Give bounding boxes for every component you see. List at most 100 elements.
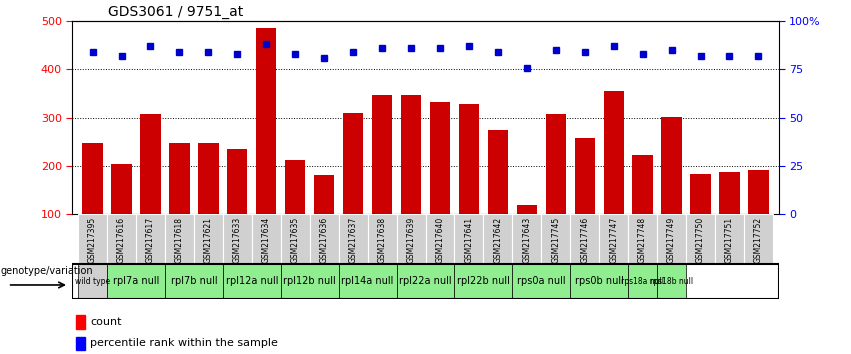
Bar bbox=[165, 264, 223, 299]
Text: GSM217747: GSM217747 bbox=[609, 217, 618, 263]
Text: GSM217749: GSM217749 bbox=[667, 217, 676, 263]
Text: GSM217751: GSM217751 bbox=[725, 217, 734, 263]
Bar bbox=[107, 264, 165, 299]
Text: rps18b null: rps18b null bbox=[650, 277, 693, 286]
Bar bbox=[517, 205, 537, 214]
Text: GDS3061 / 9751_at: GDS3061 / 9751_at bbox=[107, 5, 243, 19]
Text: wild type: wild type bbox=[75, 277, 110, 286]
Bar bbox=[430, 102, 450, 214]
Text: GSM217643: GSM217643 bbox=[523, 217, 531, 263]
Text: GSM217634: GSM217634 bbox=[262, 217, 271, 263]
Text: rpl14a null: rpl14a null bbox=[341, 276, 394, 286]
Bar bbox=[570, 264, 628, 299]
Text: GSM217638: GSM217638 bbox=[378, 217, 386, 263]
Bar bbox=[78, 214, 107, 264]
Bar bbox=[223, 214, 252, 264]
Bar bbox=[661, 117, 682, 214]
Text: GSM217641: GSM217641 bbox=[465, 217, 473, 263]
Text: GSM217618: GSM217618 bbox=[175, 217, 184, 263]
Bar bbox=[140, 114, 161, 214]
Bar bbox=[715, 214, 744, 264]
Bar bbox=[748, 170, 768, 214]
Text: rpl7b null: rpl7b null bbox=[170, 276, 217, 286]
Text: GSM217745: GSM217745 bbox=[551, 217, 560, 263]
Bar bbox=[628, 264, 657, 299]
Bar bbox=[545, 114, 566, 214]
Text: rpl7a null: rpl7a null bbox=[113, 276, 159, 286]
Bar bbox=[372, 95, 392, 214]
Bar bbox=[744, 214, 773, 264]
Text: rpl12b null: rpl12b null bbox=[283, 276, 336, 286]
Text: GSM217746: GSM217746 bbox=[580, 217, 589, 263]
Bar bbox=[281, 264, 339, 299]
Bar bbox=[454, 214, 483, 264]
Text: GSM217621: GSM217621 bbox=[204, 217, 213, 263]
Text: GSM217636: GSM217636 bbox=[320, 217, 328, 263]
Bar bbox=[111, 164, 132, 214]
Bar bbox=[194, 214, 223, 264]
Text: GSM217635: GSM217635 bbox=[291, 217, 300, 263]
Bar bbox=[285, 160, 306, 214]
Bar bbox=[169, 143, 190, 214]
Bar bbox=[223, 264, 281, 299]
Bar bbox=[657, 264, 686, 299]
Text: rpl22a null: rpl22a null bbox=[399, 276, 452, 286]
Bar bbox=[603, 91, 624, 214]
Bar bbox=[76, 337, 85, 350]
Bar bbox=[83, 143, 103, 214]
Text: rpl12a null: rpl12a null bbox=[226, 276, 278, 286]
Bar bbox=[198, 143, 219, 214]
Bar bbox=[397, 214, 426, 264]
Bar bbox=[165, 214, 194, 264]
Bar bbox=[719, 172, 740, 214]
Bar bbox=[314, 175, 334, 214]
Text: rps0a null: rps0a null bbox=[517, 276, 566, 286]
Bar bbox=[488, 130, 508, 214]
Bar bbox=[397, 264, 454, 299]
Bar bbox=[574, 138, 595, 214]
Bar bbox=[136, 214, 165, 264]
Text: GSM217750: GSM217750 bbox=[696, 217, 705, 263]
Text: rps18a null: rps18a null bbox=[621, 277, 664, 286]
Text: rps0b null: rps0b null bbox=[574, 276, 624, 286]
Bar bbox=[686, 214, 715, 264]
Bar bbox=[339, 264, 397, 299]
Text: GSM217748: GSM217748 bbox=[638, 217, 647, 263]
Text: GSM217639: GSM217639 bbox=[407, 217, 415, 263]
Bar bbox=[570, 214, 599, 264]
Bar bbox=[401, 95, 421, 214]
Bar bbox=[426, 214, 454, 264]
Bar bbox=[76, 315, 85, 329]
Text: GSM217640: GSM217640 bbox=[436, 217, 444, 263]
Bar bbox=[310, 214, 339, 264]
Bar bbox=[599, 214, 628, 264]
Text: GSM217617: GSM217617 bbox=[146, 217, 155, 263]
Bar bbox=[252, 214, 281, 264]
Bar bbox=[227, 149, 248, 214]
Text: GSM217637: GSM217637 bbox=[349, 217, 357, 263]
Bar bbox=[281, 214, 310, 264]
Text: rpl22b null: rpl22b null bbox=[457, 276, 510, 286]
Text: GSM217752: GSM217752 bbox=[754, 217, 762, 263]
Bar bbox=[632, 155, 653, 214]
Text: GSM217616: GSM217616 bbox=[117, 217, 126, 263]
Bar bbox=[339, 214, 368, 264]
Bar bbox=[541, 214, 570, 264]
Bar bbox=[459, 104, 479, 214]
Bar bbox=[78, 264, 107, 299]
Bar bbox=[690, 174, 711, 214]
Bar bbox=[657, 214, 686, 264]
Bar bbox=[628, 214, 657, 264]
Bar bbox=[512, 214, 541, 264]
Text: genotype/variation: genotype/variation bbox=[1, 266, 94, 276]
Text: GSM217642: GSM217642 bbox=[494, 217, 502, 263]
Text: GSM217633: GSM217633 bbox=[233, 217, 242, 263]
Bar bbox=[512, 264, 570, 299]
Bar bbox=[454, 264, 512, 299]
Text: percentile rank within the sample: percentile rank within the sample bbox=[90, 338, 278, 348]
Text: GSM217395: GSM217395 bbox=[89, 217, 97, 263]
Bar bbox=[107, 214, 136, 264]
Bar bbox=[256, 28, 277, 214]
Bar bbox=[483, 214, 512, 264]
Bar bbox=[368, 214, 397, 264]
